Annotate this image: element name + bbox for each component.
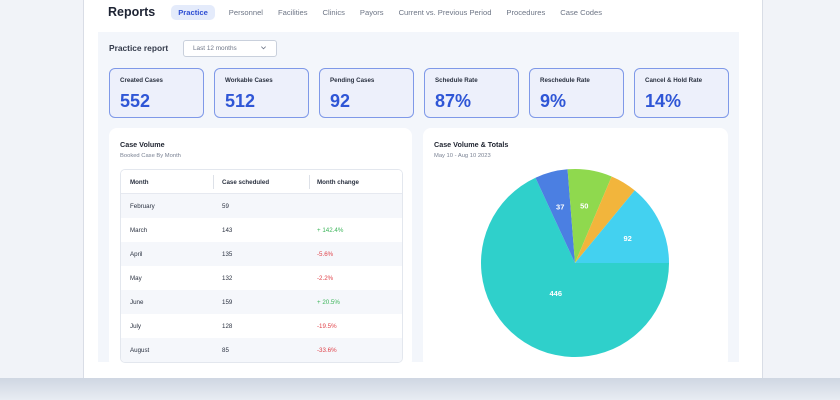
cell-change: -5.6% <box>317 251 334 258</box>
cell-scheduled: 135 <box>222 251 233 258</box>
device-frame-bottom <box>0 378 840 400</box>
cell-scheduled: 59 <box>222 203 229 210</box>
stat-label: Workable Cases <box>225 77 273 84</box>
table-row: August 85 -33.6% <box>121 338 402 362</box>
cell-change: + 142.4% <box>317 227 344 234</box>
stat-card-pending-cases: Pending Cases 92 <box>319 68 414 118</box>
case-totals-pie-chart: 446 37 50 92 <box>480 169 669 358</box>
pie-slice-label: 446 <box>550 289 563 298</box>
cell-month: February <box>130 203 155 210</box>
stat-card-schedule-rate: Schedule Rate 87% <box>424 68 519 118</box>
pie-slice-label: 37 <box>556 203 564 212</box>
col-header-change: Month change <box>317 179 359 186</box>
stat-card-reschedule-rate: Reschedule Rate 9% <box>529 68 624 118</box>
case-volume-panel: Case Volume Booked Case By Month Month C… <box>109 128 412 368</box>
case-volume-title: Case Volume <box>120 140 165 149</box>
device-frame-right <box>762 0 840 380</box>
cell-month: May <box>130 275 142 282</box>
cell-month: March <box>130 227 148 234</box>
device-frame-left <box>0 0 84 380</box>
totals-panel: Case Volume & Totals May 10 - Aug 10 202… <box>423 128 728 368</box>
case-volume-table: Month Case scheduled Month change Februa… <box>120 169 403 363</box>
report-main: Practice report Last 12 months Created C… <box>98 32 739 368</box>
table-header: Month Case scheduled Month change <box>121 170 402 194</box>
stat-label: Reschedule Rate <box>540 77 590 84</box>
page-title: Reports <box>108 5 156 19</box>
stat-label: Cancel & Hold Rate <box>645 77 703 84</box>
stat-value: 552 <box>120 91 151 111</box>
pie-slice-small[interactable] <box>575 176 635 263</box>
stat-card-cancel-hold-rate: Cancel & Hold Rate 14% <box>634 68 729 118</box>
pie-slice-label: 92 <box>624 234 632 243</box>
stat-value: 512 <box>225 91 256 111</box>
tab-procedures[interactable]: Procedures <box>506 7 546 17</box>
stat-label: Pending Cases <box>330 77 375 84</box>
stat-value: 92 <box>330 91 351 111</box>
report-tabs: Practice Personnel Facilities Clinics Payors… <box>171 4 617 20</box>
stat-value: 87% <box>435 91 472 111</box>
table-row: March 143 + 142.4% <box>121 218 402 242</box>
cell-scheduled: 85 <box>222 347 229 354</box>
table-row: June 159 + 20.5% <box>121 290 402 314</box>
stat-card-workable-cases: Workable Cases 512 <box>214 68 309 118</box>
totals-title: Case Volume & Totals <box>434 140 509 149</box>
table-row: April 135 -5.6% <box>121 242 402 266</box>
cell-change: -33.6% <box>317 347 337 354</box>
cell-month: July <box>130 323 142 330</box>
chevron-down-icon <box>261 46 266 50</box>
pie-slice-50[interactable] <box>567 169 612 263</box>
tab-current-vs-previous-period[interactable]: Current vs. Previous Period <box>398 7 492 17</box>
pie-slice-label: 50 <box>580 201 588 210</box>
tab-clinics[interactable]: Clinics <box>322 7 345 17</box>
column-divider <box>309 175 310 189</box>
cell-change: -2.2% <box>317 275 334 282</box>
pie-slice-446[interactable] <box>480 177 669 358</box>
tab-facilities[interactable]: Facilities <box>278 7 308 17</box>
col-header-scheduled: Case scheduled <box>222 179 270 186</box>
tab-personnel[interactable]: Personnel <box>228 7 263 17</box>
cell-change: -19.5% <box>317 323 337 330</box>
stat-card-created-cases: Created Cases 552 <box>109 68 204 118</box>
cell-scheduled: 132 <box>222 275 233 282</box>
tab-practice[interactable]: Practice <box>171 4 215 20</box>
cell-month: April <box>130 251 143 258</box>
tab-payors[interactable]: Payors <box>359 7 384 17</box>
cell-scheduled: 128 <box>222 323 233 330</box>
table-row: February 59 <box>121 194 402 218</box>
period-select-value: Last 12 months <box>193 45 237 52</box>
app-screen: Reports Practice Personnel Facilities Clini… <box>84 0 762 378</box>
col-header-month: Month <box>130 179 149 186</box>
pie-slice-92[interactable] <box>575 190 669 263</box>
stat-value: 9% <box>540 91 567 111</box>
table-row: May 132 -2.2% <box>121 266 402 290</box>
stat-value: 14% <box>645 91 682 111</box>
period-select[interactable]: Last 12 months <box>183 40 277 57</box>
cell-change: + 20.5% <box>317 299 340 306</box>
table-row: July 128 -19.5% <box>121 314 402 338</box>
case-volume-subtitle: Booked Case By Month <box>120 153 181 159</box>
column-divider <box>213 175 214 189</box>
cell-month: August <box>130 347 150 354</box>
stat-label: Created Cases <box>120 77 163 84</box>
totals-subtitle: May 10 - Aug 10 2023 <box>434 153 491 159</box>
page-header: Reports Practice Personnel Facilities Clini… <box>108 0 617 24</box>
pie-slice-37[interactable] <box>535 169 575 263</box>
cell-month: June <box>130 299 144 306</box>
report-title: Practice report <box>109 43 169 53</box>
cell-scheduled: 143 <box>222 227 233 234</box>
tab-case-codes[interactable]: Case Codes <box>560 7 603 17</box>
cell-scheduled: 159 <box>222 299 233 306</box>
stat-label: Schedule Rate <box>435 77 478 84</box>
